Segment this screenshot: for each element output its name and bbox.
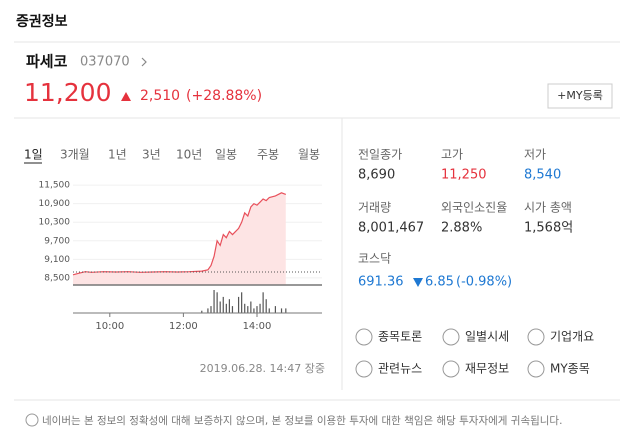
link-icon bbox=[355, 328, 373, 346]
stat-value: 8,690 bbox=[358, 168, 395, 183]
y-tick-label: 8,500 bbox=[44, 273, 70, 283]
volume-bar bbox=[244, 303, 246, 313]
stat-value: 8,001,467 bbox=[358, 221, 424, 236]
volume-bar bbox=[241, 292, 243, 313]
volume-bar bbox=[237, 296, 240, 313]
volume-bar bbox=[268, 308, 270, 313]
link-icon bbox=[527, 360, 545, 378]
volume-bar bbox=[259, 303, 261, 313]
y-tick-label: 10,300 bbox=[39, 218, 71, 228]
link-icon bbox=[442, 360, 460, 378]
volume-bar bbox=[216, 292, 218, 313]
period-tab[interactable]: 10년 bbox=[176, 148, 202, 162]
volume-bar bbox=[225, 303, 227, 313]
volume-bar bbox=[210, 306, 212, 313]
period-tab[interactable]: 월봉 bbox=[298, 148, 320, 162]
y-tick-label: 11,500 bbox=[39, 181, 71, 191]
link[interactable]: 재무정보 bbox=[465, 362, 509, 376]
footer-text: 네이버는 본 정보의 정확성에 대해 보증하지 않으며, 본 정보를 이용한 투… bbox=[42, 414, 562, 427]
stat-value: 8,540 bbox=[524, 168, 561, 183]
link[interactable]: 일별시세 bbox=[465, 330, 509, 344]
period-tab[interactable]: 1년 bbox=[108, 148, 127, 162]
price-area bbox=[73, 192, 286, 285]
volume-bar bbox=[253, 308, 255, 313]
x-tick-label: 10:00 bbox=[95, 321, 124, 332]
volume-bar bbox=[285, 308, 287, 313]
stock-change-pct: (+28.88%) bbox=[186, 88, 262, 104]
volume-bar bbox=[228, 299, 230, 313]
x-tick-label: 12:00 bbox=[169, 321, 198, 332]
info-icon bbox=[25, 413, 39, 427]
my-button-label[interactable]: +MY등록 bbox=[557, 89, 603, 102]
timestamp: 2019.06.28. 14:47 장중 bbox=[200, 362, 325, 375]
volume-bar bbox=[201, 310, 203, 313]
stat-label: 전일종가 bbox=[358, 148, 402, 162]
volume-bar bbox=[274, 306, 276, 313]
stat-value: 1,568억 bbox=[524, 221, 573, 236]
index-change: 6.85 bbox=[425, 275, 454, 290]
volume-bar bbox=[256, 306, 258, 313]
y-tick-label: 10,900 bbox=[39, 199, 71, 209]
volume-bar bbox=[265, 299, 267, 313]
index-name: 코스닥 bbox=[358, 252, 391, 266]
volume-bar bbox=[219, 301, 221, 313]
stock-price: 11,200 bbox=[24, 78, 111, 107]
link-icon bbox=[442, 328, 460, 346]
link[interactable]: 종목토론 bbox=[378, 330, 422, 344]
link-icon bbox=[527, 328, 545, 346]
up-arrow bbox=[121, 92, 131, 101]
volume-bar bbox=[262, 292, 264, 313]
link[interactable]: 기업개요 bbox=[550, 330, 594, 344]
section-title: 증권정보 bbox=[16, 13, 68, 30]
period-tab[interactable]: 1일 bbox=[24, 148, 43, 162]
stock-code: 037070 bbox=[80, 55, 130, 70]
my-button[interactable] bbox=[547, 83, 613, 109]
index-change-pct: (-0.98%) bbox=[456, 275, 512, 290]
volume-bar bbox=[222, 296, 224, 313]
volume-bar bbox=[207, 308, 209, 313]
volume-bar bbox=[280, 308, 283, 313]
y-tick-label: 9,100 bbox=[44, 255, 70, 265]
link[interactable]: 관련뉴스 bbox=[378, 362, 422, 376]
stat-label: 거래량 bbox=[358, 201, 391, 215]
period-tab[interactable]: 3년 bbox=[142, 148, 161, 162]
price-line bbox=[72, 192, 287, 276]
link[interactable]: MY종목 bbox=[550, 362, 590, 376]
link-icon bbox=[355, 360, 373, 378]
period-tab[interactable]: 일봉 bbox=[215, 148, 237, 162]
volume-bar bbox=[247, 306, 249, 313]
x-tick-label: 14:00 bbox=[243, 321, 272, 332]
y-tick-label: 9,700 bbox=[44, 236, 70, 246]
volume-bar bbox=[231, 306, 234, 313]
period-tab[interactable]: 3개월 bbox=[60, 148, 90, 162]
stock-change: 2,510 bbox=[140, 88, 180, 104]
stock-name: 파세코 bbox=[26, 53, 68, 71]
index-value: 691.36 bbox=[358, 275, 404, 290]
stat-label: 시가 총액 bbox=[524, 201, 572, 215]
volume-bar bbox=[250, 301, 252, 313]
stat-label: 저가 bbox=[524, 148, 546, 162]
stat-value: 2.88% bbox=[441, 221, 482, 236]
period-tab[interactable]: 주봉 bbox=[257, 148, 279, 162]
stat-label: 고가 bbox=[441, 148, 463, 162]
stat-label: 외국인소진율 bbox=[441, 201, 507, 215]
chevron bbox=[141, 57, 147, 67]
down-arrow bbox=[413, 278, 423, 287]
stat-value: 11,250 bbox=[441, 168, 487, 183]
volume-bar bbox=[213, 290, 215, 313]
